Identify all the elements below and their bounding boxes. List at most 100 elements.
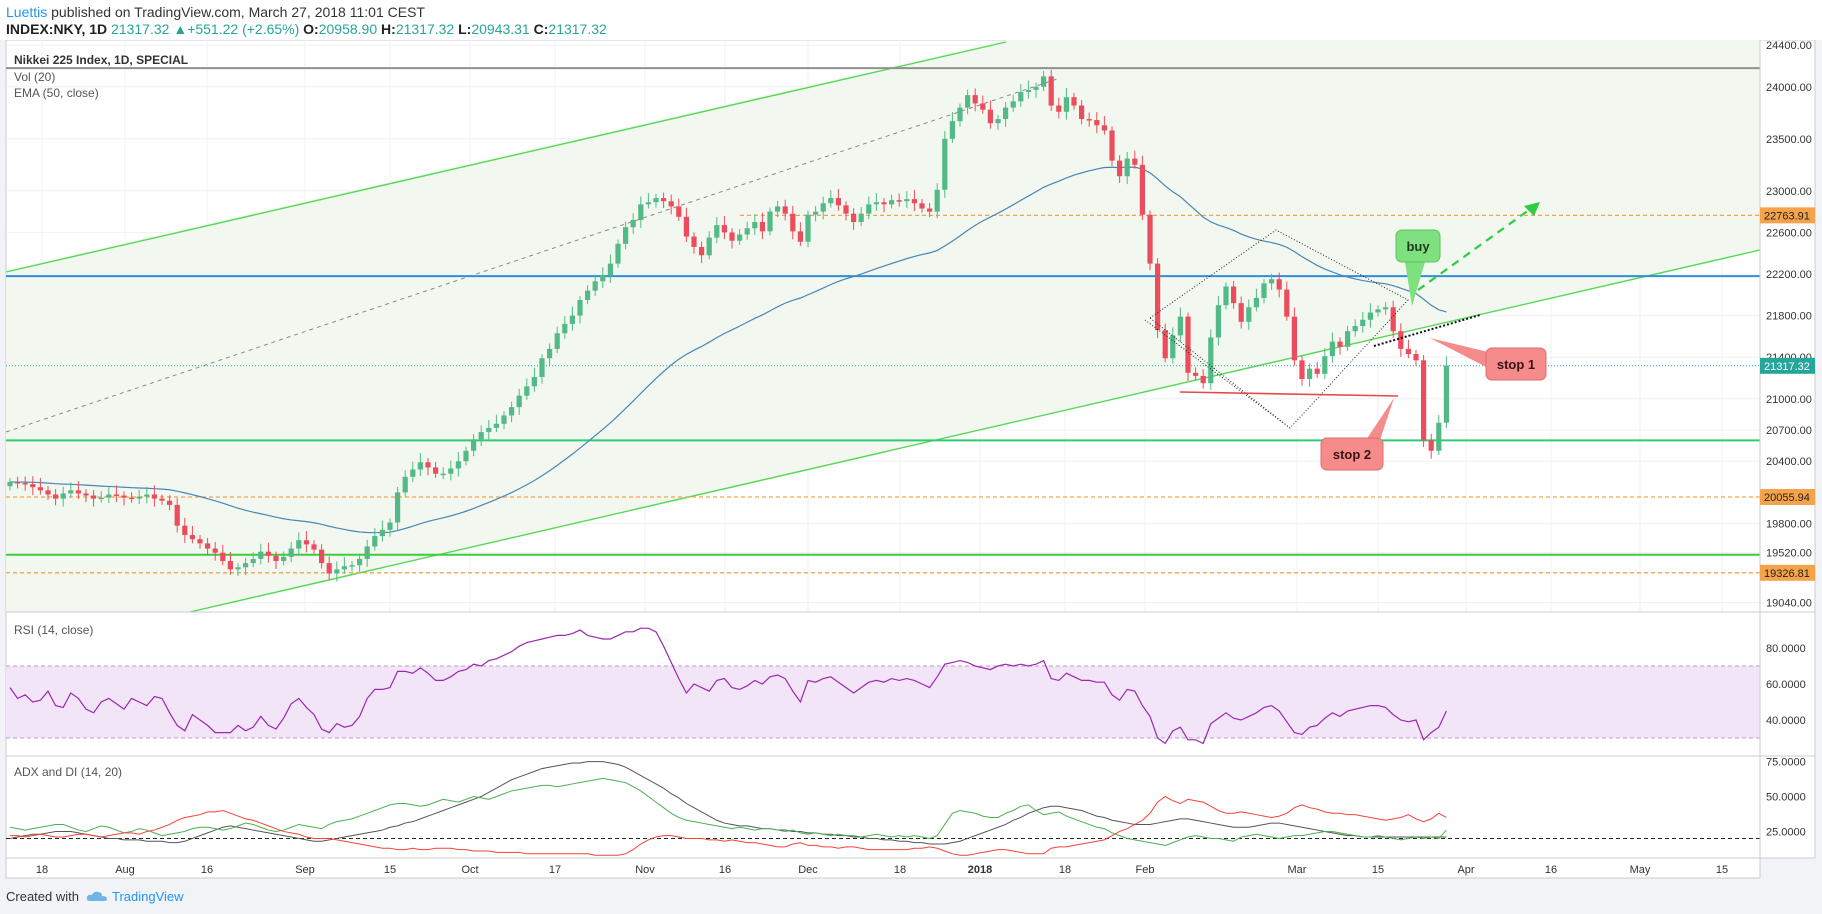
candle-down: [205, 543, 211, 549]
candle-up: [995, 119, 1001, 124]
time-tick-label: 18: [894, 864, 906, 876]
candle-up: [607, 263, 613, 276]
time-tick-label: 16: [1545, 864, 1557, 876]
candle-up: [1033, 86, 1039, 90]
candle-down: [1071, 97, 1077, 106]
pattern-line: [1144, 319, 1291, 429]
high-label: H:: [381, 21, 396, 37]
buy-callout[interactable]: [1395, 229, 1441, 263]
projection-arrow: [1417, 201, 1541, 291]
di-plus-line: [9, 777, 1447, 846]
price-tick-label: 19040.00: [1766, 598, 1812, 610]
price-tick-label: 23000.00: [1766, 186, 1812, 198]
low-value: 20943.31: [471, 21, 530, 37]
price-label-box: [1760, 207, 1815, 224]
candle-up: [501, 415, 507, 424]
adx-pane-bg: [5, 755, 1761, 859]
candle-down: [121, 495, 127, 498]
time-axis[interactable]: 18 Aug 16 Sep 15 Oct 17 Nov 16 Dec 18 2018 18 Feb Mar 1…: [5, 857, 1761, 879]
candle-up: [372, 536, 378, 547]
candle-down: [683, 216, 689, 237]
candle-up: [509, 407, 515, 416]
price-axis[interactable]: [1759, 40, 1816, 613]
candle-up: [1375, 309, 1381, 313]
candle-down: [1405, 348, 1411, 355]
candle-down: [303, 540, 309, 545]
candle-up: [395, 492, 401, 523]
candle-up: [349, 565, 355, 567]
candle-up: [288, 548, 294, 557]
time-tick-label: Aug: [115, 864, 135, 876]
candle-up: [1063, 97, 1069, 112]
candle-up: [592, 281, 598, 291]
candle-up: [904, 199, 910, 202]
channel-lower-line: [189, 249, 1761, 613]
candle-down: [987, 109, 993, 124]
price-pane[interactable]: buy stop 1 stop 2 Nikkei 225 Index, 1D, SPE…: [5, 40, 1816, 613]
stop2-level-line: [1179, 391, 1399, 397]
stop2-callout[interactable]: [1320, 437, 1384, 471]
candle-up: [486, 427, 492, 433]
last-price: 21317.32: [111, 21, 170, 37]
rsi-pane[interactable]: RSI (14, close) 40.0000 60.0000 80.0000: [5, 611, 1816, 757]
chart-header: Luettis published on TradingView.com, Ma…: [0, 0, 1822, 40]
candle-down: [45, 490, 51, 495]
buy-label[interactable]: buy: [1406, 239, 1430, 254]
time-tick-label: Mar: [1288, 864, 1307, 876]
time-tick-label: Oct: [461, 864, 478, 876]
candle-up: [1170, 335, 1176, 359]
candle-down: [896, 200, 902, 202]
stop1-callout[interactable]: [1485, 347, 1547, 381]
adx-tick-label: 50.0000: [1766, 792, 1806, 804]
candle-up: [1436, 422, 1442, 451]
candle-up: [440, 473, 446, 476]
candle-up: [934, 189, 940, 212]
candle-up: [706, 237, 712, 256]
candle-up: [866, 204, 872, 214]
projection-arrowhead: [1524, 202, 1540, 216]
candle-down: [22, 483, 28, 485]
candle-up: [7, 482, 13, 487]
time-tick-label: Apr: [1457, 864, 1474, 876]
candle-down: [851, 213, 857, 222]
author-link[interactable]: Luettis: [6, 4, 48, 20]
time-tick-label: 17: [549, 864, 561, 876]
candle-down: [75, 490, 81, 494]
candle-up: [357, 558, 363, 566]
candle-down: [433, 467, 439, 474]
rsi-axis[interactable]: [1759, 611, 1816, 757]
candle-up: [1367, 312, 1373, 320]
candle-up: [539, 358, 545, 377]
time-tick-label: 16: [719, 864, 731, 876]
price-tick-label: 22200.00: [1766, 269, 1812, 281]
candle-up: [752, 222, 758, 229]
adx-title: ADX and DI (14, 20): [14, 765, 122, 779]
channel-upper-line: [5, 41, 1007, 273]
candle-up: [1253, 297, 1259, 308]
chart-canvas[interactable]: buy stop 1 stop 2 Nikkei 225 Index, 1D, SPE…: [0, 40, 1822, 880]
stop1-callout-pointer: [1430, 338, 1488, 368]
candle-down: [759, 222, 765, 232]
adx-axis[interactable]: [1759, 755, 1816, 859]
time-tick-label: 15: [384, 864, 396, 876]
candle-down: [319, 549, 325, 564]
candle-up: [281, 556, 287, 562]
candle-up: [402, 476, 408, 493]
candle-up: [873, 202, 879, 205]
candle-up: [471, 439, 477, 451]
time-tick-label: 18: [36, 864, 48, 876]
time-axis-bg[interactable]: [5, 857, 1761, 879]
adx-tick-label: 25.0000: [1766, 826, 1806, 838]
stop2-label[interactable]: stop 2: [1333, 447, 1371, 462]
candle-down: [167, 500, 173, 505]
candle-down: [1193, 372, 1199, 376]
candle-up: [1124, 158, 1130, 177]
tradingview-logo[interactable]: TradingView: [86, 889, 184, 904]
stop1-label[interactable]: stop 1: [1497, 357, 1535, 372]
adx-pane[interactable]: ADX and DI (14, 20) 25.0000 50.0000 75.0000: [5, 755, 1816, 859]
indicator-label: EMA (50, close): [14, 86, 99, 100]
candle-down: [881, 202, 887, 205]
candle-up: [455, 461, 461, 469]
price-label-text: 19326.81: [1764, 568, 1810, 580]
candle-up: [630, 219, 636, 228]
